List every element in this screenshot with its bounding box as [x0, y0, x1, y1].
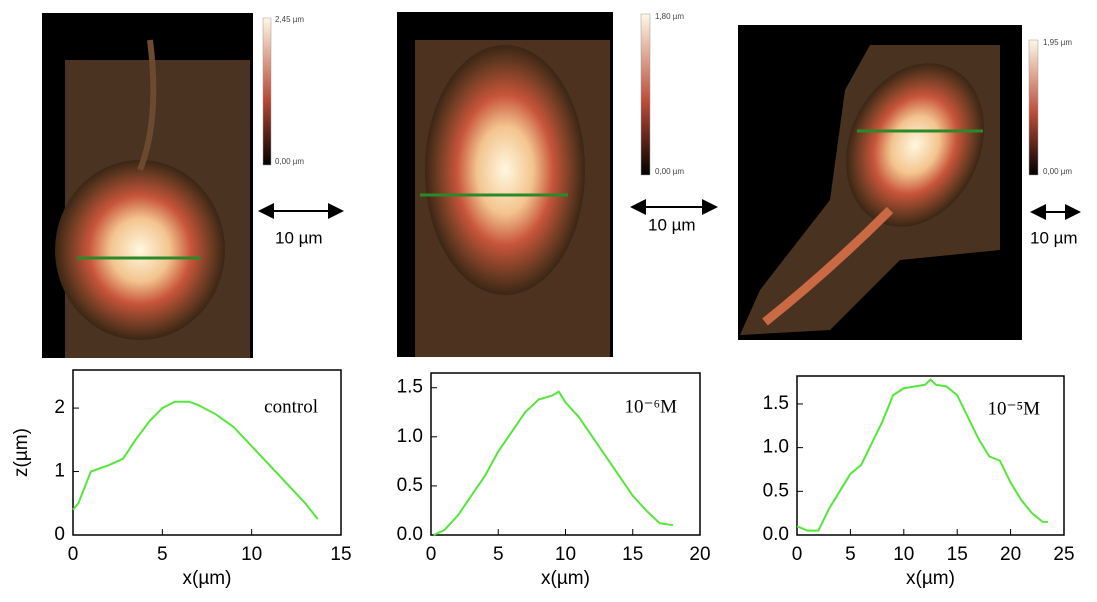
plot-frame: [796, 375, 1065, 536]
x-tick-label: 20: [1000, 544, 1021, 565]
x-tick-label: 15: [622, 544, 643, 565]
x-tick-label: 0: [426, 544, 437, 565]
colorbar-min: 0,00 µm: [1043, 167, 1072, 176]
x-tick-label: 0: [792, 544, 803, 565]
x-tick-label: 5: [157, 544, 168, 565]
scale-bar-label: 10 µm: [275, 228, 323, 247]
afm-image: 2,45 µm 0,00 µm 10 µm: [42, 13, 344, 358]
y-tick-label: 1.5: [397, 377, 423, 398]
plot-frame: [72, 369, 342, 536]
scale-bar-label: 10 µm: [648, 215, 696, 234]
x-tick-label: 15: [330, 544, 351, 565]
x-axis-label: x(µm): [183, 568, 232, 589]
x-tick-label: 10: [893, 544, 914, 565]
y-axis-label: z(µm): [11, 428, 32, 477]
y-tick-label: 0.0: [397, 524, 423, 545]
colorbar-max: 1,95 µm: [1043, 38, 1072, 47]
data-line: [72, 400, 319, 520]
x-tick-label: 10: [241, 544, 262, 565]
x-tick-label: 0: [68, 544, 79, 565]
colorbar-min: 0,00 µm: [275, 157, 304, 166]
annotation: 10⁻⁵M: [987, 398, 1040, 419]
y-tick-label: 1.5: [763, 393, 789, 414]
chart: 0 5 10 15 0 1 2 x(µm) z(µm) control: [11, 369, 352, 589]
x-tick-label: 15: [947, 544, 968, 565]
y-tick-label: 2: [54, 397, 65, 418]
colorbar-max: 2,45 µm: [275, 15, 304, 24]
annotation: control: [264, 396, 318, 417]
x-tick-label: 5: [493, 544, 504, 565]
chart: 0 5 10 15 20 25 0.0 0.5 1.0 1.5 x(µm) 10⁻⁵M: [763, 375, 1075, 589]
scale-bar-label: 10 µm: [1030, 228, 1078, 247]
afm-image: 1,80 µm 0,00 µm 10 µm: [397, 12, 718, 357]
x-axis-label: x(µm): [906, 568, 955, 589]
y-tick-label: 1.0: [397, 426, 423, 447]
y-tick-label: 0: [54, 524, 65, 545]
x-axis-label: x(µm): [541, 568, 590, 589]
y-tick-label: 0.5: [763, 480, 789, 501]
y-tick-label: 0.0: [763, 524, 789, 545]
x-tick-label: 5: [845, 544, 856, 565]
y-tick-label: 1: [54, 461, 65, 482]
x-tick-label: 20: [689, 544, 710, 565]
x-tick-label: 10: [555, 544, 576, 565]
y-tick-label: 1.0: [763, 437, 789, 458]
colorbar-max: 1,80 µm: [655, 12, 684, 21]
afm-image: 1,95 µm 0,00 µm 10 µm: [738, 25, 1081, 340]
x-tick-label: 25: [1053, 544, 1074, 565]
data-line: [796, 378, 1048, 532]
y-tick-label: 0.5: [397, 475, 423, 496]
annotation: 10⁻⁶M: [624, 396, 677, 417]
data-line: [433, 390, 674, 536]
colorbar-min: 0,00 µm: [655, 167, 684, 176]
chart: 0 5 10 15 20 0.0 0.5 1.0 1.5 x(µm) 10⁻⁶M: [397, 372, 711, 589]
